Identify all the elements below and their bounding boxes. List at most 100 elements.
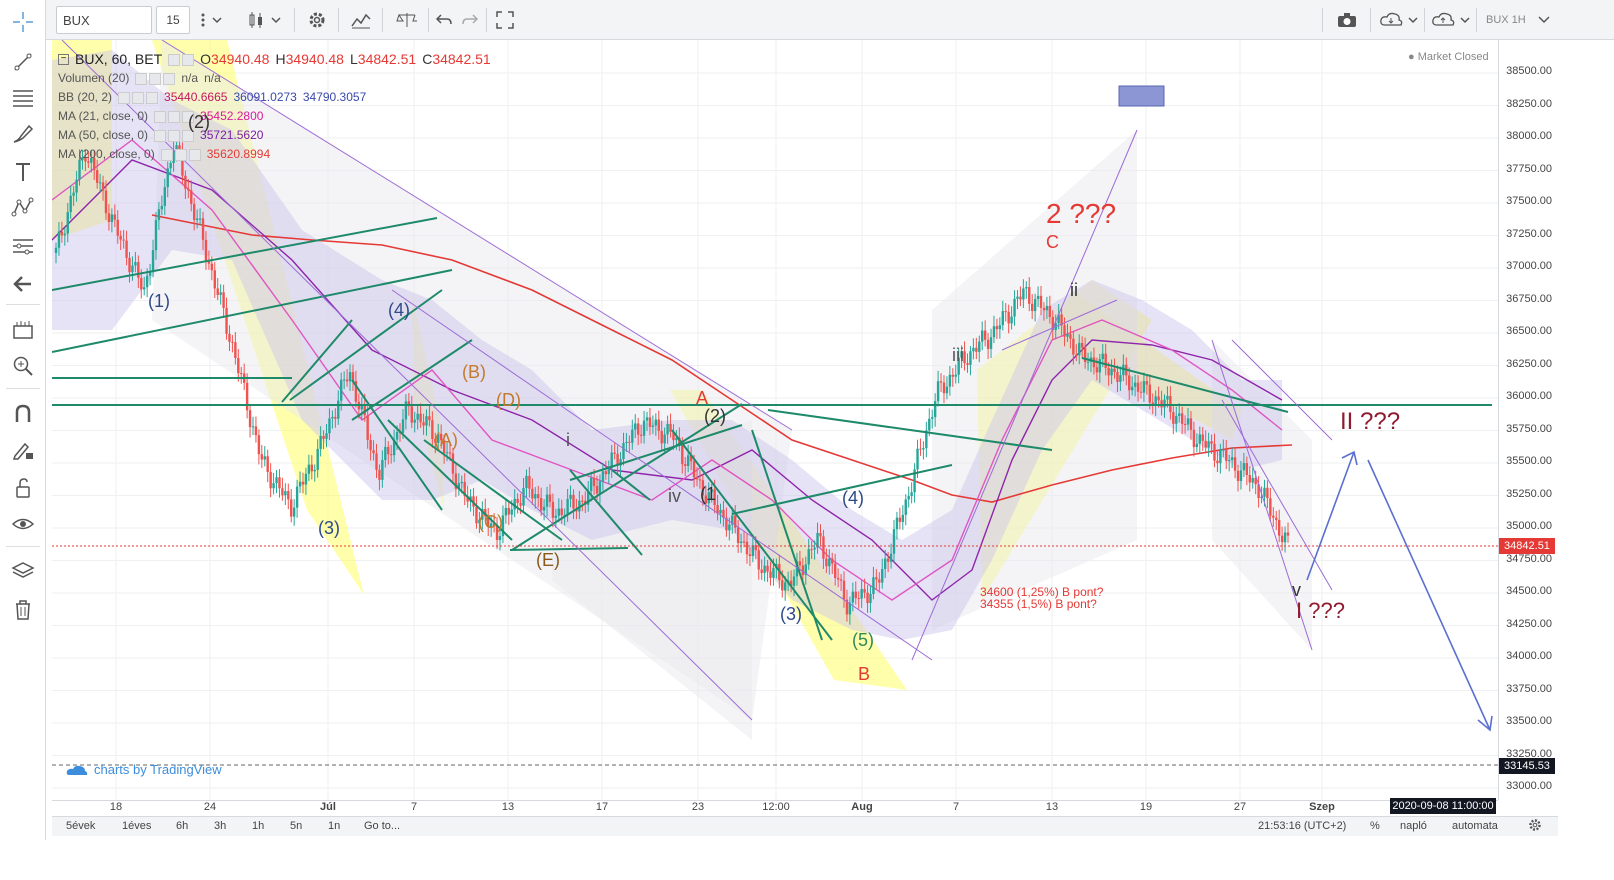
toolbar-divider — [338, 8, 339, 32]
price-tick: 33000.00 — [1506, 780, 1552, 792]
range-5y[interactable]: 5évek — [66, 820, 96, 832]
toolbar-divider — [6, 546, 40, 547]
indicator-actions[interactable] — [160, 148, 201, 161]
object-tree-button[interactable] — [8, 558, 38, 586]
candle-body — [1148, 384, 1152, 403]
wave-label: (4) — [388, 300, 410, 320]
indicator-actions[interactable] — [118, 91, 159, 104]
indicator-actions[interactable] — [135, 72, 176, 85]
candle-body — [1110, 368, 1113, 376]
measure-tool[interactable] — [8, 316, 38, 344]
redo-button[interactable] — [458, 6, 482, 34]
bottom-toolbar: 5évek 1éves 6h 3h 1h 5n 1n Go to... 21:5… — [52, 816, 1558, 836]
pitchfork-tool[interactable] — [8, 84, 38, 112]
back-button[interactable] — [8, 270, 38, 298]
clock[interactable]: 21:53:16 (UTC+2) — [1258, 820, 1347, 832]
pattern-tool[interactable] — [8, 194, 38, 222]
candle-body — [378, 469, 381, 480]
range-1y[interactable]: 1éves — [122, 820, 152, 832]
channel-line — [1221, 399, 1333, 591]
candle-body — [966, 363, 969, 365]
candle-body — [833, 563, 837, 578]
goto-button[interactable]: Go to... — [364, 820, 401, 832]
candle-body — [181, 151, 184, 176]
load-layout-button[interactable] — [1376, 6, 1422, 34]
trendline-tool[interactable] — [8, 48, 38, 76]
candle-body — [1186, 418, 1190, 425]
candle-body — [340, 379, 343, 401]
percent-toggle[interactable]: % — [1370, 820, 1380, 832]
candle-body — [813, 547, 816, 550]
magnet-tool[interactable] — [8, 400, 38, 428]
tradingview-watermark[interactable]: charts by TradingView — [66, 762, 222, 777]
legend-actions[interactable] — [168, 53, 195, 66]
save-layout-button[interactable] — [1428, 6, 1474, 34]
candle-body — [1263, 487, 1266, 497]
candle-body — [995, 326, 999, 330]
candle-body — [648, 417, 652, 427]
candle-body — [1283, 532, 1287, 543]
range-3m[interactable]: 3h — [214, 820, 227, 832]
log-toggle[interactable]: napló — [1400, 820, 1427, 832]
wave-label: iii — [952, 345, 964, 365]
time-tick: 17 — [595, 801, 609, 813]
settings-button[interactable] — [300, 6, 334, 34]
indicator-value: 35452.2800 — [200, 109, 264, 123]
candle-body — [93, 158, 96, 171]
fullscreen-button[interactable] — [490, 6, 520, 34]
indicator-actions[interactable] — [154, 110, 195, 123]
candle-body — [678, 437, 681, 446]
candle-body — [487, 516, 490, 527]
indicators-button[interactable] — [344, 6, 378, 34]
lock-tool[interactable] — [8, 474, 38, 502]
interval-input[interactable]: 15 — [156, 6, 190, 34]
price-tick: 35750.00 — [1506, 422, 1552, 435]
wave-label: iv — [668, 486, 681, 506]
toolbar-divider — [1322, 8, 1323, 32]
range-6m[interactable]: 6h — [176, 820, 189, 832]
time-axis[interactable]: 18 24 Júl 7 13 17 23 12:00 Aug 7 13 19 27 Szep — [52, 800, 1498, 814]
compare-button[interactable] — [390, 6, 424, 34]
text-tool[interactable] — [8, 158, 38, 186]
chart-type-button[interactable] — [238, 6, 290, 34]
chart-pane[interactable] — [52, 40, 1498, 800]
crosshair-tool[interactable] — [8, 8, 38, 36]
candle-body — [298, 481, 302, 487]
candle-body — [1130, 386, 1134, 391]
auto-toggle[interactable]: automata — [1452, 820, 1498, 832]
candle-body — [1142, 381, 1146, 393]
symbol-search-input[interactable]: BUX — [56, 6, 152, 34]
candle-body — [645, 417, 649, 421]
trend-line — [611, 469, 651, 501]
indicator-actions[interactable] — [154, 129, 195, 142]
ruler-lines-icon — [13, 239, 33, 255]
trend-line — [289, 289, 443, 401]
candle-body — [122, 239, 125, 241]
stay-drawing-tool[interactable] — [8, 436, 38, 464]
brush-tool[interactable] — [8, 120, 38, 148]
zoom-tool[interactable] — [8, 352, 38, 380]
candle-body — [1107, 368, 1110, 376]
snapshot-button[interactable] — [1328, 6, 1366, 34]
price-axis[interactable]: 38500.00 38250.00 38000.00 37750.00 37500.00… — [1498, 40, 1558, 800]
candle-body — [745, 541, 749, 555]
visibility-tool[interactable] — [8, 510, 38, 538]
candle-body — [284, 491, 287, 496]
range-5d[interactable]: 5n — [290, 820, 303, 832]
prediction-tool[interactable] — [8, 232, 38, 260]
candle-body — [748, 554, 752, 557]
candle-body — [1280, 535, 1284, 543]
layout-name-button[interactable]: BUX 1H — [1480, 6, 1558, 34]
candle-body — [628, 441, 631, 443]
price-tick: 34000.00 — [1506, 650, 1552, 662]
undo-button[interactable] — [432, 6, 456, 34]
range-1d[interactable]: 1n — [328, 820, 341, 832]
delete-drawings-button[interactable] — [8, 596, 38, 624]
collapse-icon[interactable]: − — [58, 54, 69, 65]
price-chart[interactable] — [52, 40, 1498, 800]
range-1m[interactable]: 1h — [252, 820, 265, 832]
candle-body — [969, 351, 972, 365]
settings-button[interactable] — [1528, 818, 1542, 835]
candle-body — [354, 381, 358, 402]
interval-menu-button[interactable] — [192, 6, 230, 34]
